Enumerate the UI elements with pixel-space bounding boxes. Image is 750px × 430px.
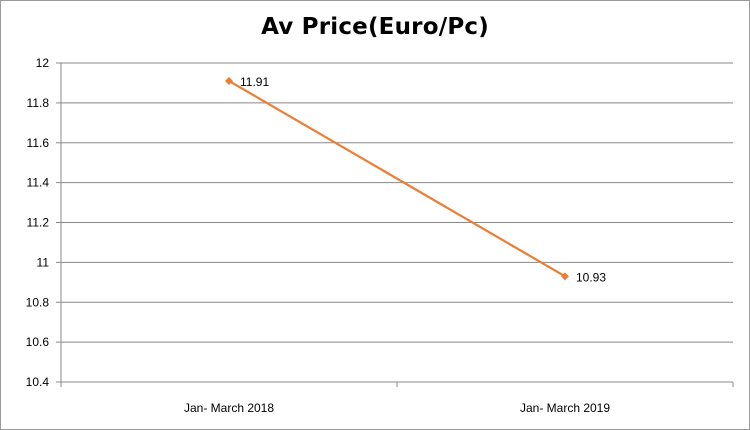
labels-layer: 10.4 10.6 10.8 11 11.2 11.4 11.6 11.8 12 Jan- Mar… [26, 56, 611, 415]
series-layer [225, 76, 569, 281]
y-tick-label: 10.4 [26, 375, 50, 389]
y-tick-label: 11.2 [27, 216, 50, 230]
x-tick-label: Jan- March 2019 [520, 401, 610, 415]
gridlines [61, 62, 733, 383]
y-tick-label: 11.6 [27, 136, 50, 150]
y-tick-label: 11.4 [27, 176, 50, 190]
data-label: 10.93 [576, 270, 606, 284]
data-label: 11.91 [240, 75, 269, 89]
y-tick-label: 12 [36, 56, 50, 70]
y-tick-label: 10.8 [26, 295, 50, 309]
data-point-marker [225, 76, 233, 85]
data-point-marker [561, 272, 569, 281]
axes [56, 62, 734, 387]
y-tick-label: 11 [37, 255, 50, 269]
series-line [228, 79, 566, 278]
y-tick-label: 11.8 [27, 96, 50, 110]
x-tick-label: Jan- March 2018 [184, 401, 274, 415]
chart-title: Av Price(Euro/Pc) [261, 14, 489, 40]
y-tick-label: 10.6 [26, 335, 50, 349]
